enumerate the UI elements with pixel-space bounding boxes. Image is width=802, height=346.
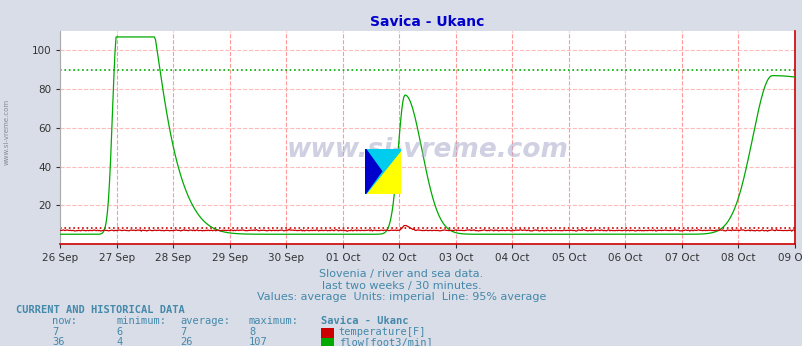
Polygon shape [365,149,381,194]
Text: www.si-vreme.com: www.si-vreme.com [286,137,568,163]
Text: 36: 36 [52,337,65,346]
Text: last two weeks / 30 minutes.: last two weeks / 30 minutes. [322,281,480,291]
Text: 8: 8 [249,327,255,337]
Text: CURRENT AND HISTORICAL DATA: CURRENT AND HISTORICAL DATA [16,305,184,315]
Text: 6: 6 [116,327,123,337]
Text: 7: 7 [52,327,59,337]
Text: maximum:: maximum: [249,316,298,326]
Text: Slovenia / river and sea data.: Slovenia / river and sea data. [319,270,483,280]
Text: 26: 26 [180,337,193,346]
Text: Values: average  Units: imperial  Line: 95% average: Values: average Units: imperial Line: 95… [257,292,545,302]
Text: flow[foot3/min]: flow[foot3/min] [338,337,432,346]
Text: temperature[F]: temperature[F] [338,327,426,337]
Text: now:: now: [52,316,77,326]
Title: Savica - Ukanc: Savica - Ukanc [370,15,484,29]
Text: 4: 4 [116,337,123,346]
Polygon shape [365,149,401,194]
Polygon shape [365,149,401,194]
Text: www.si-vreme.com: www.si-vreme.com [3,98,10,165]
Text: 107: 107 [249,337,267,346]
Text: 7: 7 [180,327,187,337]
Text: Savica - Ukanc: Savica - Ukanc [321,316,408,326]
Text: minimum:: minimum: [116,316,166,326]
Text: average:: average: [180,316,230,326]
